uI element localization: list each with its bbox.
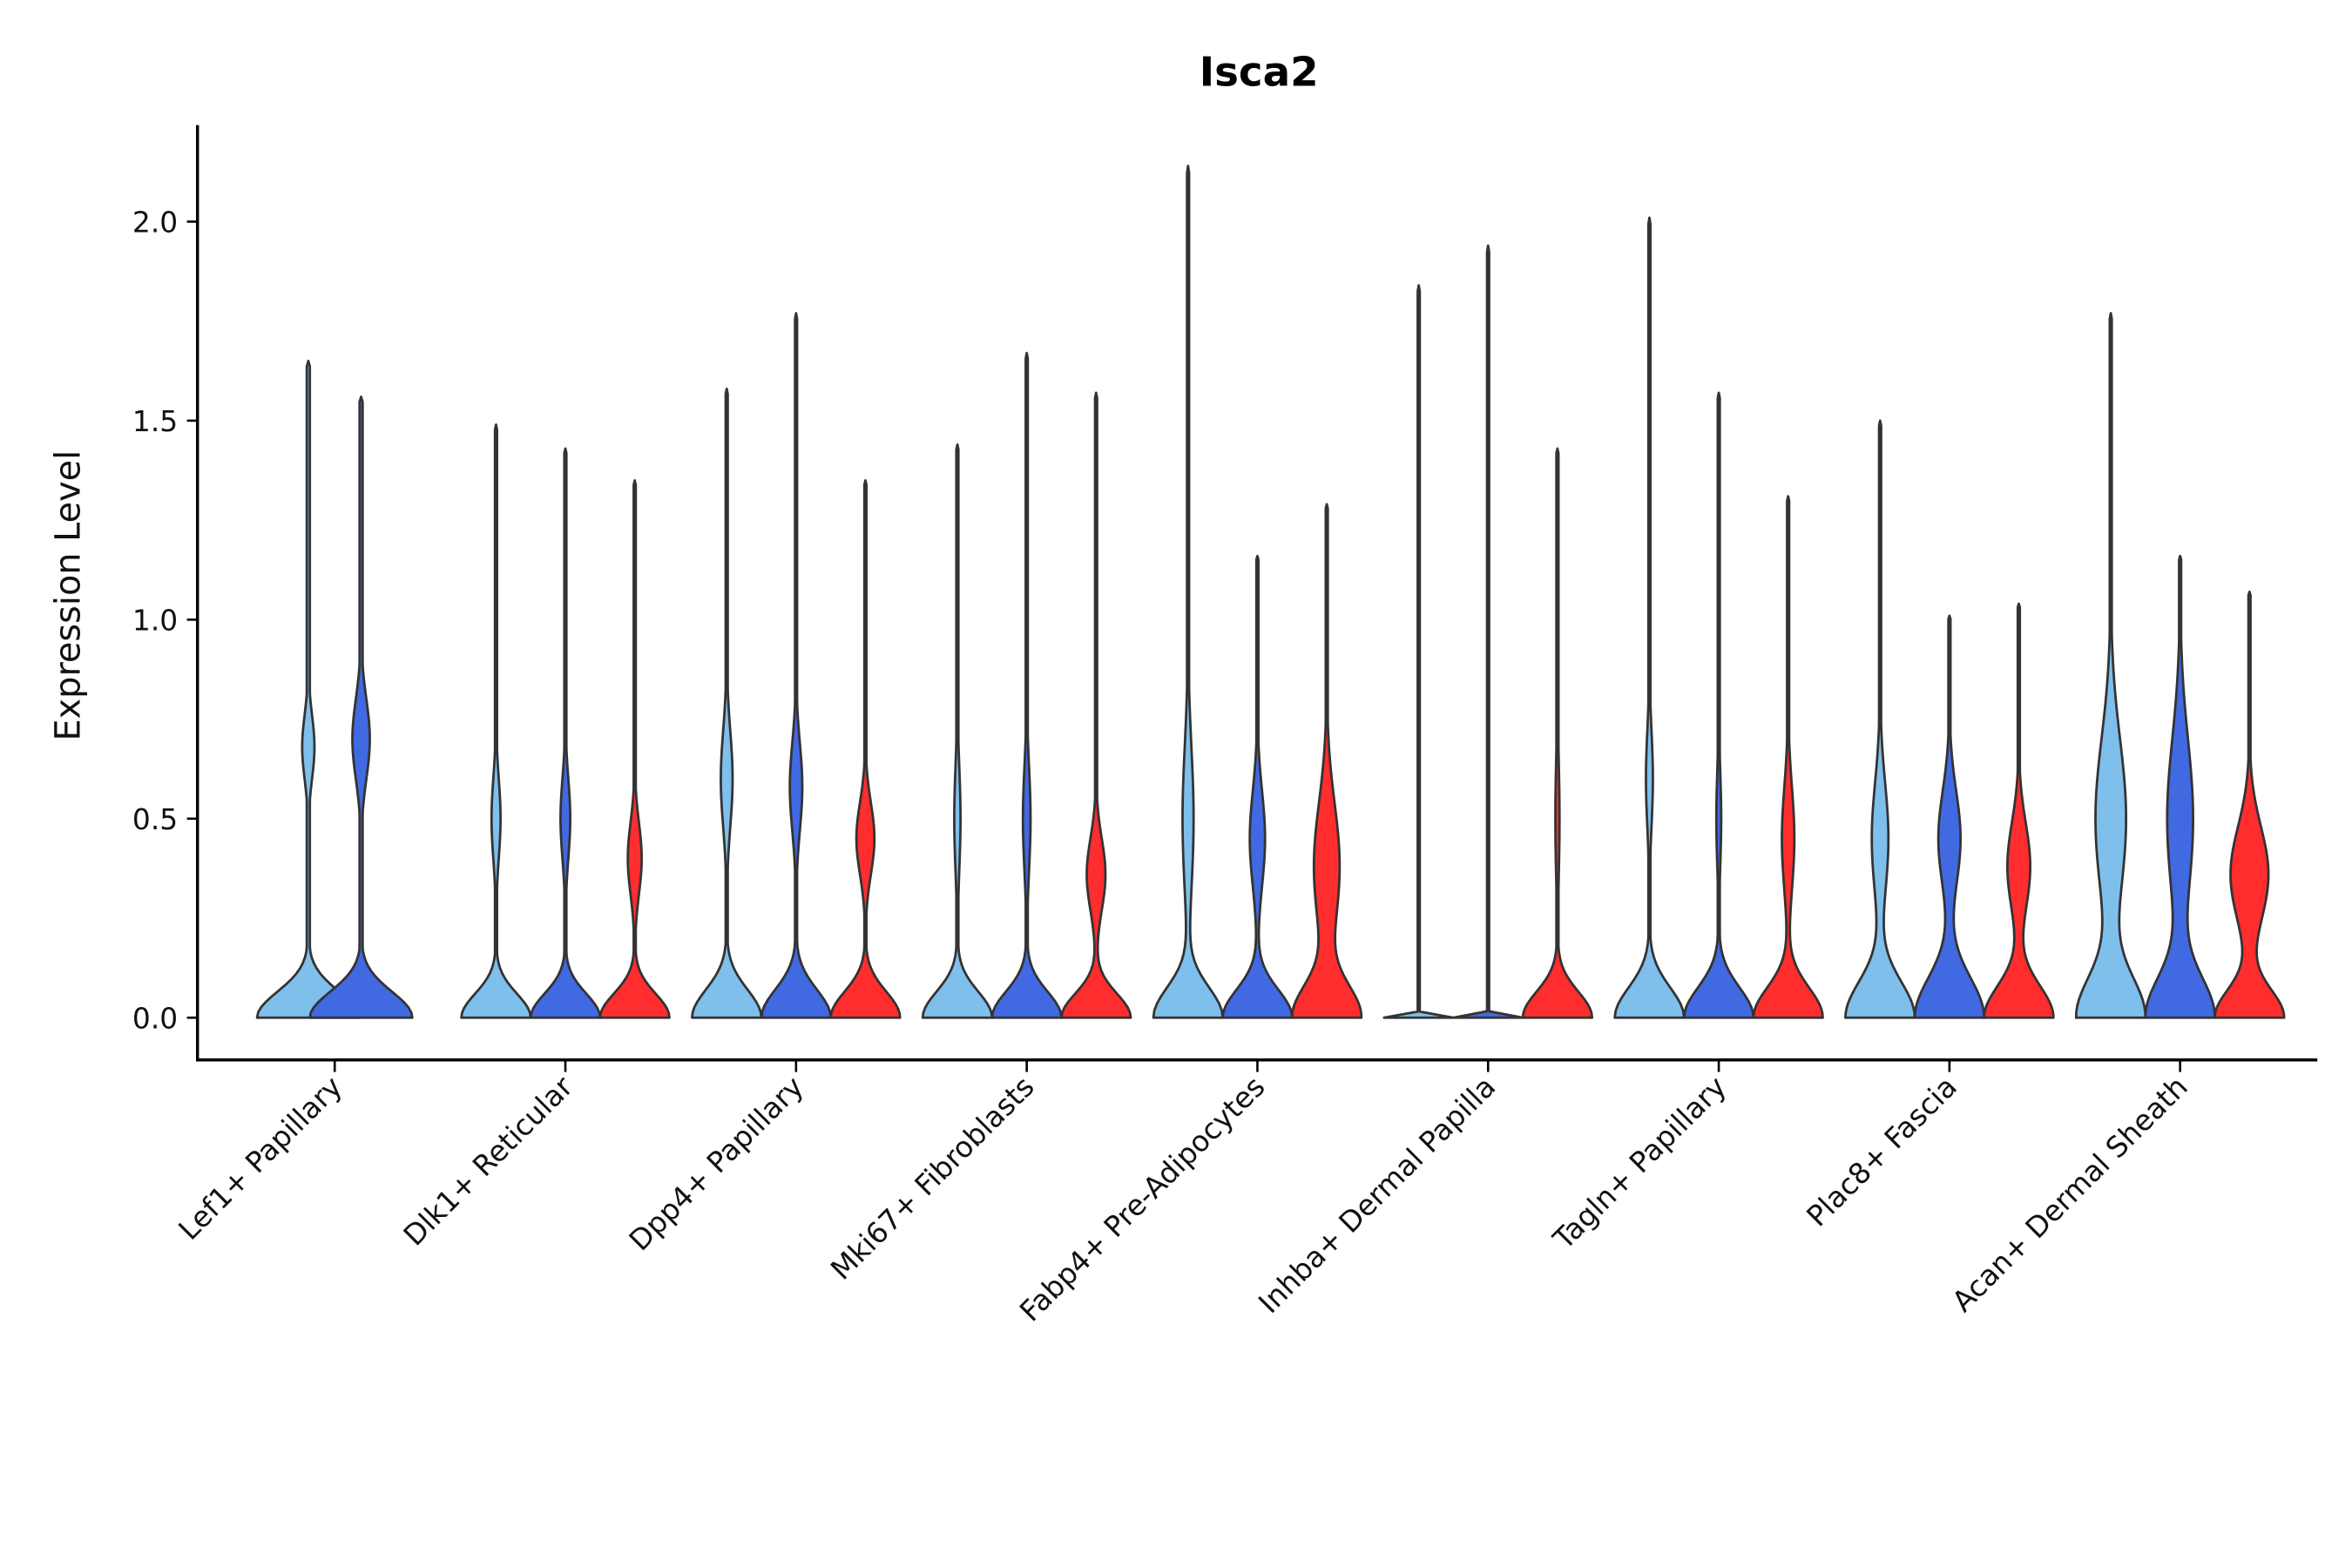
y-tick-label: 1.5 bbox=[132, 404, 178, 438]
violin-g2 bbox=[2144, 554, 2216, 1019]
violin-g1 bbox=[1152, 165, 1225, 1019]
violin-g1 bbox=[1844, 419, 1916, 1019]
violin-g2 bbox=[760, 312, 833, 1019]
chart-title: Isca2 bbox=[1200, 50, 1319, 97]
violin-g1 bbox=[460, 423, 532, 1019]
y-axis-label: Expression Level bbox=[49, 450, 89, 741]
x-tick-label: Mki67+ Fibroblasts bbox=[824, 1070, 1041, 1287]
violin-g3 bbox=[1521, 447, 1594, 1019]
x-tick-label: Tagln+ Papillary bbox=[1546, 1070, 1734, 1257]
x-tick-label: Acan+ Dermal Sheath bbox=[1945, 1070, 2194, 1319]
violins bbox=[255, 165, 2286, 1019]
violin-g3 bbox=[1290, 503, 1363, 1019]
violin-g2 bbox=[308, 395, 414, 1019]
y-tick-label: 0.0 bbox=[132, 1001, 178, 1035]
violin-g3 bbox=[1752, 495, 1824, 1019]
x-tick-label: Plac8+ Fascia bbox=[1800, 1070, 1963, 1233]
y-tick-label: 0.5 bbox=[132, 802, 178, 836]
violin-g1 bbox=[255, 359, 362, 1019]
x-tick-label: Lef1+ Papillary bbox=[172, 1070, 348, 1247]
violin-g2 bbox=[1221, 554, 1294, 1019]
violin-g3 bbox=[829, 479, 902, 1019]
x-tick-label: Inhba+ Dermal Papilla bbox=[1252, 1070, 1502, 1320]
x-tick-label: Fabp4+ Pre-Adipocytes bbox=[1013, 1070, 1272, 1328]
violin-g1 bbox=[1613, 216, 1686, 1019]
violin-g1 bbox=[2074, 312, 2147, 1019]
y-ticks: 0.0 0.5 1.0 1.5 2.0 bbox=[132, 206, 198, 1035]
violin-g3 bbox=[1983, 602, 2055, 1019]
violin-g2 bbox=[1913, 614, 1986, 1019]
x-tick-label: Dpp4+ Papillary bbox=[622, 1070, 810, 1258]
violin-g3 bbox=[1060, 391, 1132, 1019]
x-tick-label: Dlk1+ Reticular bbox=[396, 1069, 579, 1252]
violin-g3 bbox=[598, 479, 671, 1019]
violin-g2 bbox=[529, 447, 602, 1019]
violin-g3 bbox=[2213, 590, 2286, 1019]
violin-g1 bbox=[921, 443, 994, 1019]
violin-g2 bbox=[1682, 391, 1755, 1019]
violin-g1 bbox=[1382, 284, 1455, 1019]
y-tick-label: 1.0 bbox=[132, 603, 178, 637]
y-tick-label: 2.0 bbox=[132, 206, 178, 240]
violin-g2 bbox=[1452, 244, 1524, 1019]
violin-g2 bbox=[990, 351, 1063, 1019]
x-ticks: Lef1+ Papillary Dlk1+ Reticular Dpp4+ Papi… bbox=[172, 1059, 2194, 1328]
violin-g1 bbox=[691, 387, 763, 1019]
